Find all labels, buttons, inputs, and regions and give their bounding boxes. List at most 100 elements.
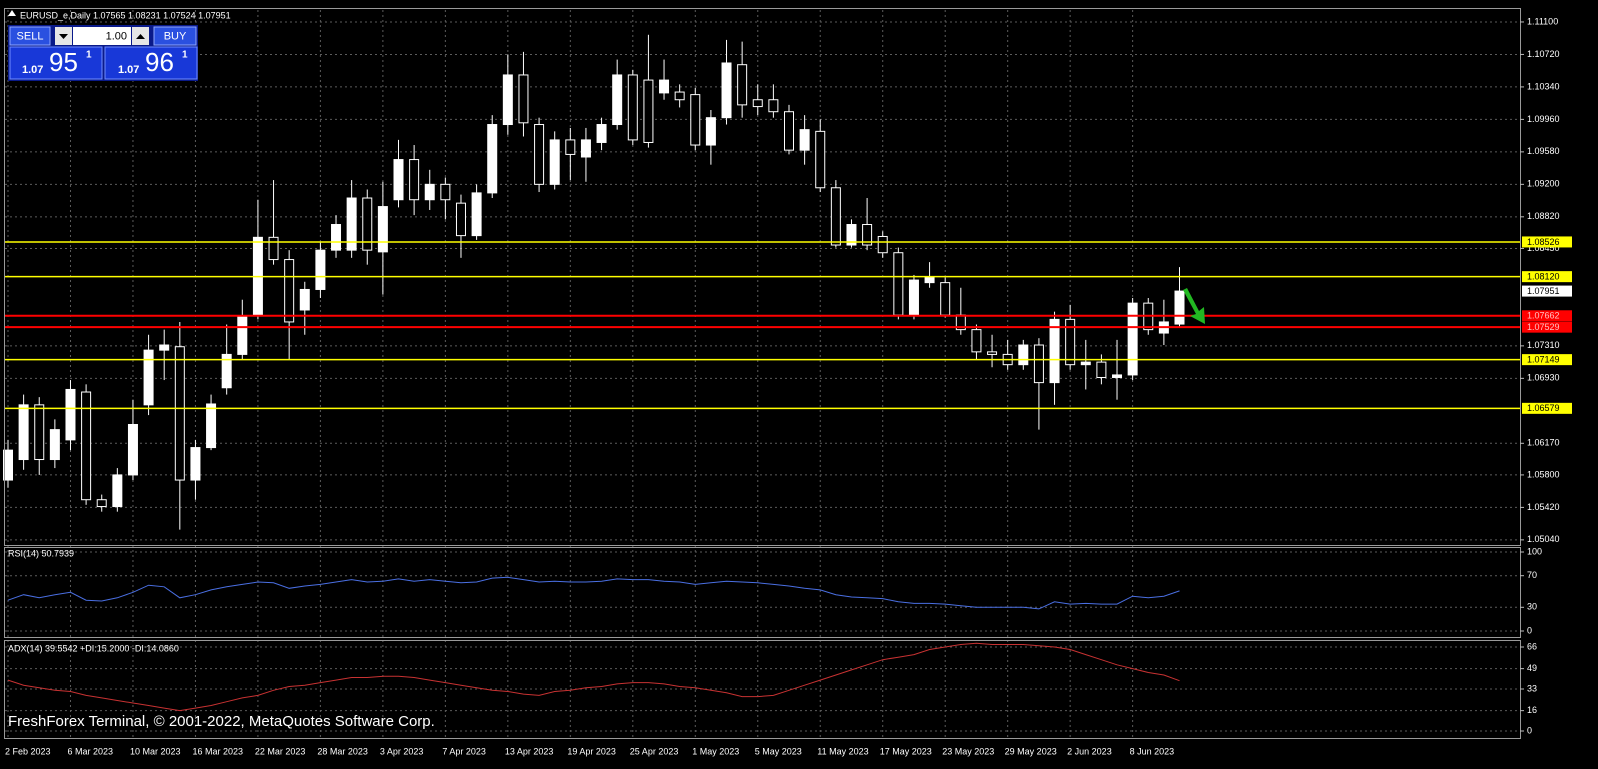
y-tick-label: 1.07310 bbox=[1527, 340, 1560, 350]
level-label: 1.07529 bbox=[1527, 322, 1560, 332]
y-tick-label: 33 bbox=[1527, 683, 1537, 693]
y-tick-label: 1.06930 bbox=[1527, 373, 1560, 383]
x-tick-label: 2 Jun 2023 bbox=[1067, 746, 1112, 756]
candle-body bbox=[705, 117, 716, 146]
trade-panel: SELL 1.00 BUY 1.07 95 1 1.07 96 1 bbox=[8, 25, 198, 81]
level-tag bbox=[1522, 271, 1572, 283]
candle-body bbox=[643, 79, 654, 143]
x-tick-label: 1 May 2023 bbox=[692, 746, 739, 756]
sell-label[interactable]: SELL bbox=[17, 30, 44, 42]
x-tick-label: 25 Apr 2023 bbox=[630, 746, 679, 756]
candle-body bbox=[971, 329, 982, 353]
x-tick-label: 8 Jun 2023 bbox=[1130, 746, 1175, 756]
label-layer: 1.11100 1.10720 1.10340 1.09960 1.09580 1.092… bbox=[5, 16, 1572, 756]
candle-body bbox=[612, 74, 623, 126]
candle-body bbox=[659, 79, 670, 94]
candle-body bbox=[1127, 302, 1138, 376]
x-tick-label: 23 May 2023 bbox=[942, 746, 994, 756]
candle-body bbox=[1049, 318, 1060, 384]
y-tick-label: 49 bbox=[1527, 663, 1537, 673]
candle-body bbox=[424, 183, 435, 201]
buy-button[interactable] bbox=[153, 26, 197, 46]
y-tick-label: 1.09960 bbox=[1527, 114, 1560, 124]
level-tag bbox=[1522, 236, 1572, 248]
y-tick-label: 1.06170 bbox=[1527, 438, 1560, 448]
level-tag bbox=[1522, 321, 1572, 333]
level-label: 1.06579 bbox=[1527, 403, 1560, 413]
candle-body bbox=[799, 129, 810, 151]
candle-body bbox=[237, 315, 248, 355]
buy-label[interactable]: BUY bbox=[164, 30, 187, 42]
level-label: 1.08526 bbox=[1527, 237, 1560, 247]
candle-body bbox=[143, 349, 154, 406]
candle-body bbox=[846, 224, 857, 246]
candle-body bbox=[862, 224, 873, 246]
y-tick-label: 1.05420 bbox=[1527, 502, 1560, 512]
lot-input[interactable] bbox=[73, 27, 131, 45]
candle-body bbox=[877, 235, 888, 254]
candle-body bbox=[627, 74, 638, 141]
candle-body bbox=[518, 74, 529, 124]
candle-body bbox=[377, 206, 388, 253]
candle-body bbox=[299, 288, 310, 311]
bid-box[interactable] bbox=[9, 46, 103, 80]
candle-body bbox=[549, 139, 560, 185]
candle-body bbox=[908, 279, 919, 316]
x-tick-label: 17 May 2023 bbox=[880, 746, 932, 756]
candle-body bbox=[487, 124, 498, 194]
lot-increase-icon bbox=[136, 34, 145, 39]
y-tick-label: 1.05800 bbox=[1527, 469, 1560, 479]
candle-body bbox=[331, 224, 342, 251]
candle-body bbox=[471, 192, 482, 237]
y-tick-label: 1.08450 bbox=[1527, 243, 1560, 253]
candle-body bbox=[268, 236, 279, 261]
candle-body bbox=[1112, 374, 1123, 378]
x-tick-label: 19 Apr 2023 bbox=[567, 746, 616, 756]
level-tag bbox=[1522, 310, 1572, 322]
candle-body bbox=[409, 159, 420, 201]
rsi-title: RSI(14) 50.7939 bbox=[8, 548, 74, 558]
x-tick-label: 5 May 2023 bbox=[755, 746, 802, 756]
candle-body bbox=[924, 276, 935, 284]
candle-body bbox=[1174, 290, 1185, 325]
candle-body bbox=[987, 351, 998, 355]
y-tick-label: 0 bbox=[1527, 625, 1532, 635]
lot-value[interactable]: 1.00 bbox=[106, 30, 127, 42]
x-tick-label: 10 Mar 2023 bbox=[130, 746, 181, 756]
candle-body bbox=[690, 94, 701, 146]
candle-body bbox=[190, 447, 201, 481]
last-price-label: 1.07951 bbox=[1527, 286, 1560, 296]
candle-body bbox=[315, 249, 326, 290]
ask-box[interactable] bbox=[104, 46, 198, 80]
candle-body bbox=[393, 159, 404, 201]
candle-body bbox=[737, 64, 748, 106]
candle-body bbox=[565, 139, 576, 155]
candle-body bbox=[174, 346, 185, 481]
candle-body bbox=[127, 423, 138, 476]
y-tick-label: 1.11100 bbox=[1527, 16, 1558, 26]
y-tick-label: 1.10720 bbox=[1527, 49, 1560, 59]
watermark: FreshForex Terminal, © 2001-2022, MetaQu… bbox=[8, 713, 435, 730]
candle-body bbox=[830, 187, 841, 246]
level-label: 1.07662 bbox=[1527, 311, 1560, 321]
x-tick-label: 13 Apr 2023 bbox=[505, 746, 554, 756]
y-tick-label: 1.08820 bbox=[1527, 211, 1560, 221]
candle-body bbox=[1033, 344, 1044, 384]
main-frame bbox=[4, 8, 1521, 546]
bid-big: 1.07 bbox=[22, 64, 43, 76]
sell-button[interactable] bbox=[9, 26, 51, 46]
candle-body bbox=[1018, 344, 1029, 366]
x-tick-label: 7 Apr 2023 bbox=[442, 746, 486, 756]
level-label: 1.08120 bbox=[1527, 272, 1560, 282]
candle-body bbox=[440, 183, 451, 201]
rsi-frame bbox=[4, 547, 1521, 638]
y-tick-label: 16 bbox=[1527, 705, 1537, 715]
last-price-tag bbox=[1522, 285, 1572, 297]
y-tick-label: 1.09200 bbox=[1527, 179, 1560, 189]
candle-body bbox=[502, 74, 513, 126]
x-tick-label: 2 Feb 2023 bbox=[5, 746, 51, 756]
candle-body bbox=[815, 130, 826, 189]
y-tick-label: 1.10340 bbox=[1527, 81, 1560, 91]
candle-body bbox=[362, 197, 373, 251]
